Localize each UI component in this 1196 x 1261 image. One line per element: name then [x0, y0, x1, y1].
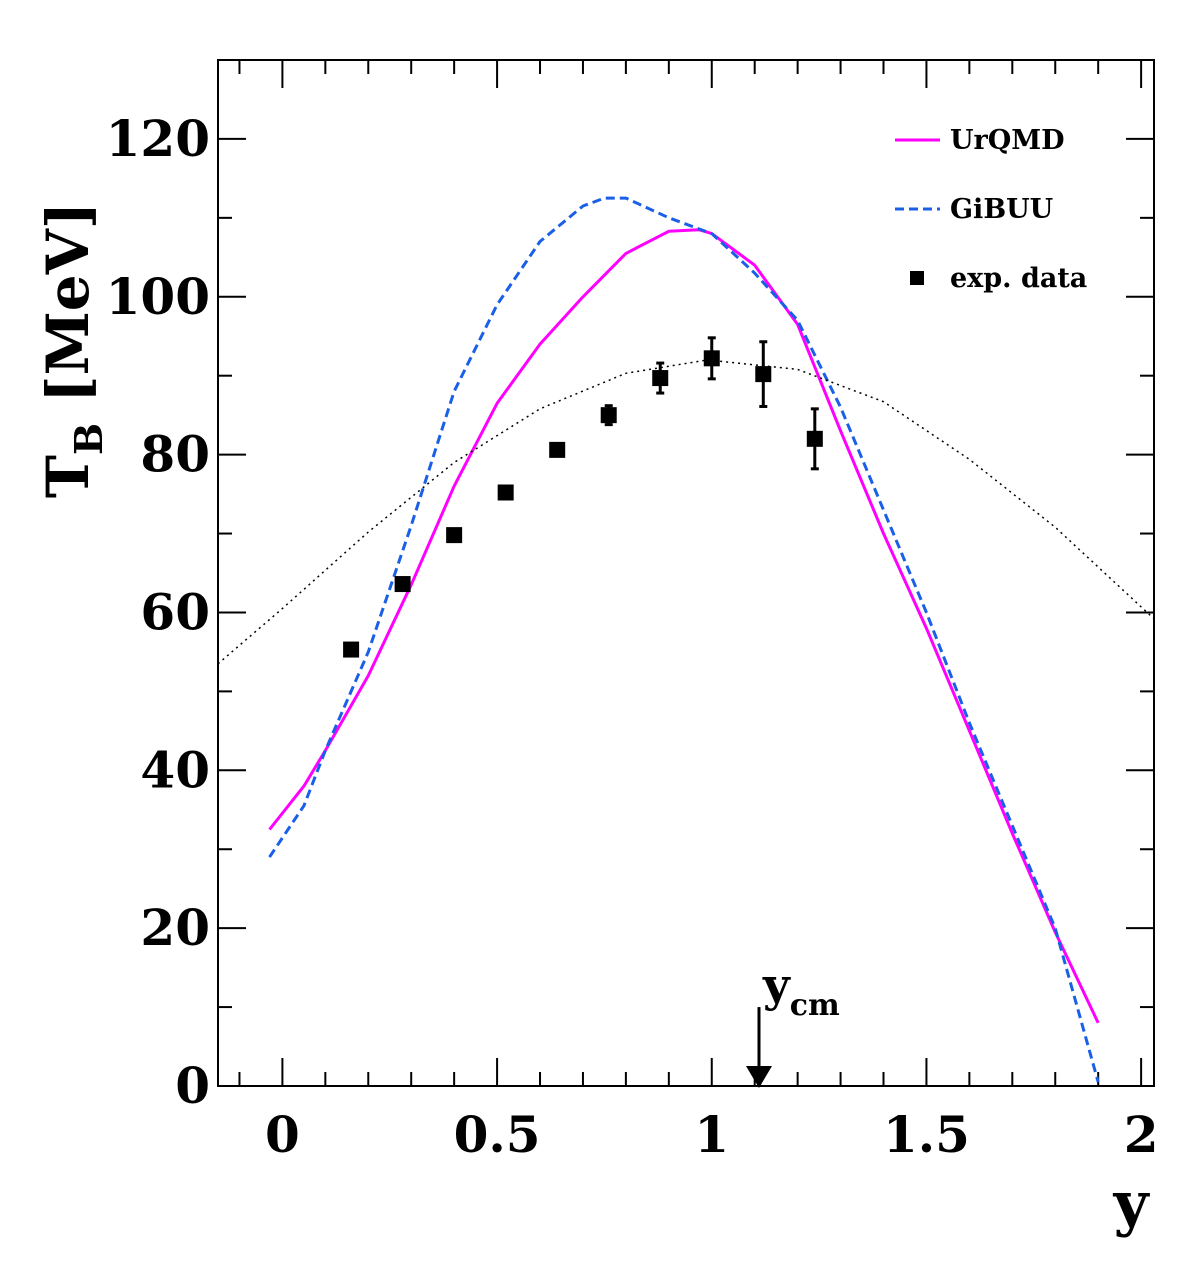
data-point — [497, 484, 514, 501]
x-tick-label: 0 — [265, 1105, 300, 1164]
data-point — [652, 370, 669, 387]
x-tick-label: 0.5 — [454, 1105, 541, 1164]
plot-frame — [217, 59, 1155, 1087]
series-urqmd — [268, 228, 1100, 1024]
legend-marker-exp-data — [910, 271, 924, 285]
data-point — [806, 430, 823, 447]
data-point — [446, 527, 463, 544]
data-point — [600, 407, 617, 424]
data-point — [703, 350, 720, 367]
data-point — [549, 441, 566, 458]
markers-layer — [343, 336, 823, 658]
series-layer — [217, 196, 1155, 1083]
data-point — [343, 641, 360, 658]
x-axis-title: y — [1113, 1169, 1151, 1239]
legend-label-exp-data: exp. data — [950, 263, 1087, 294]
ycm-annotation: ycm — [745, 958, 840, 1088]
legend-label-urqmd: UrQMD — [950, 125, 1065, 156]
ycm-arrow-head — [745, 1066, 772, 1088]
y-tick-label: 120 — [106, 109, 210, 168]
x-tick-label: 1.5 — [883, 1105, 970, 1164]
legend: UrQMD GiBUU exp. data — [895, 125, 1087, 294]
ycm-label: ycm — [762, 958, 840, 1023]
legend-label-gibuu: GiBUU — [950, 194, 1053, 225]
y-tick-label: 60 — [140, 582, 210, 641]
x-tick-label: 1 — [694, 1105, 729, 1164]
y-axis-title-sub: B — [66, 423, 111, 455]
axis-ticks — [218, 59, 1154, 1087]
y-tick-label: 40 — [140, 740, 210, 799]
y-axis-title-main: T — [34, 455, 102, 498]
y-tick-label: 0 — [175, 1056, 210, 1115]
series-gibuu — [268, 196, 1100, 1083]
ycm-label-sub: cm — [790, 988, 840, 1023]
y-tick-label: 100 — [106, 267, 210, 326]
series-fit — [217, 359, 1155, 665]
y-axis-title: TB [MeV] — [34, 202, 111, 498]
y-tick-label: 80 — [140, 425, 210, 484]
data-point — [755, 366, 772, 383]
data-point — [394, 576, 411, 593]
ycm-label-main: y — [762, 958, 791, 1012]
y-axis-title-unit: [MeV] — [34, 202, 102, 403]
y-tick-label: 20 — [140, 898, 210, 957]
x-tick-label: 2 — [1124, 1105, 1159, 1164]
